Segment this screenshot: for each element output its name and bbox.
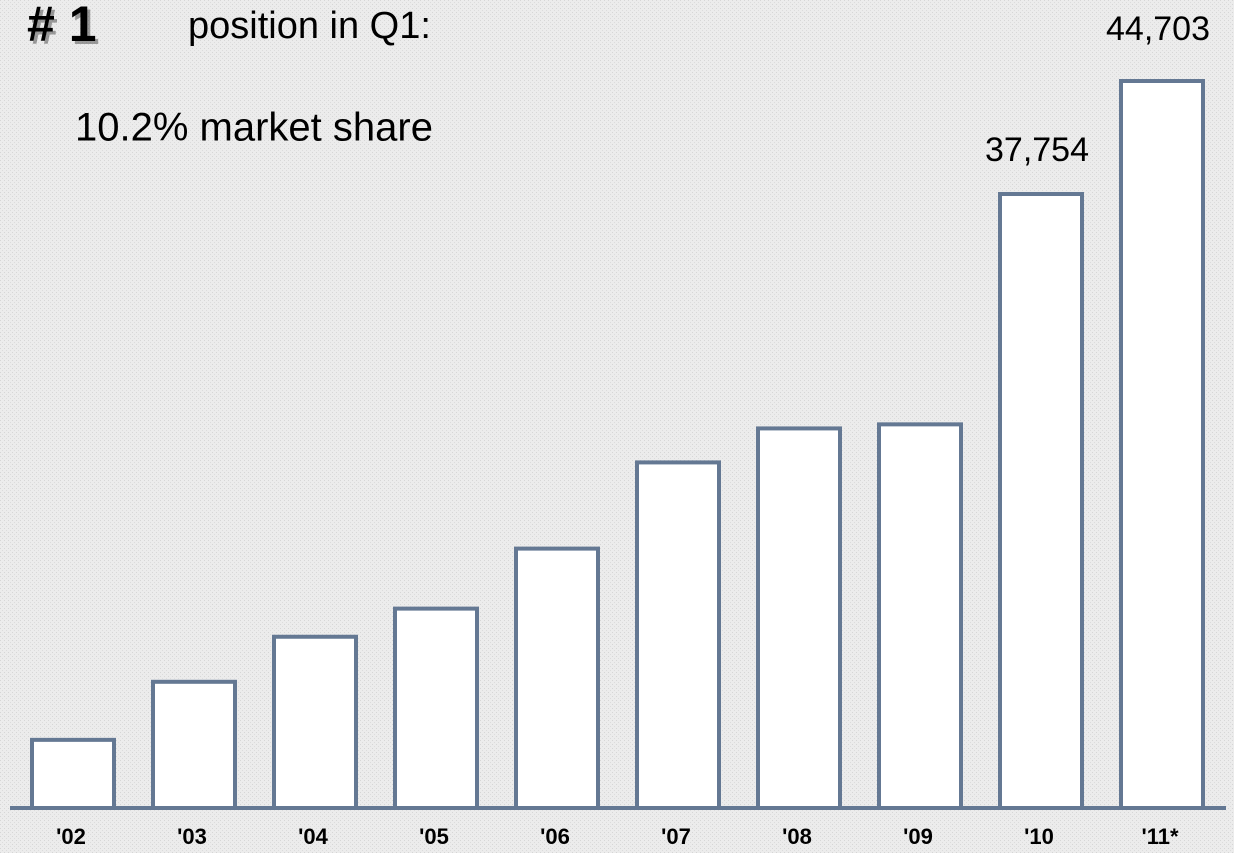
x-tick-label: '08 (782, 824, 812, 849)
x-tick-label: '07 (661, 824, 691, 849)
bar (514, 546, 600, 810)
bar (998, 192, 1084, 811)
title-rank-shadow: # 1 (30, 0, 100, 55)
chart-subtitle: 10.2% market share (75, 106, 433, 150)
bar (1119, 79, 1205, 810)
data-label: 37,754 (985, 131, 1089, 169)
bar (756, 426, 842, 810)
x-tick-label: '05 (419, 824, 449, 849)
chart-title: position in Q1: (188, 5, 431, 47)
bar (151, 679, 237, 811)
x-tick-label: '04 (298, 824, 328, 849)
x-tick-label: '09 (903, 824, 933, 849)
x-tick-label: '03 (177, 824, 207, 849)
bar (635, 460, 721, 810)
x-tick-label: '11* (1141, 824, 1178, 849)
x-tick-label: '10 (1024, 824, 1054, 849)
x-tick-label: '06 (540, 824, 570, 849)
bar (30, 737, 116, 810)
title-rank: # 1 (27, 0, 97, 52)
bar (272, 634, 358, 811)
bar (877, 422, 963, 810)
x-tick-label: '02 (56, 824, 86, 849)
bar (393, 606, 479, 810)
data-label: 44,703 (1106, 10, 1210, 48)
